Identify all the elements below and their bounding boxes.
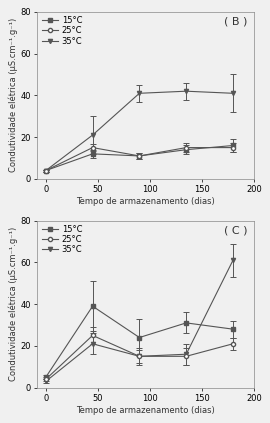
Legend: 15°C, 25°C, 35°C: 15°C, 25°C, 35°C — [40, 14, 84, 47]
Text: ( C ): ( C ) — [224, 225, 247, 236]
Text: ( B ): ( B ) — [224, 17, 247, 27]
X-axis label: Tempo de armazenamento (dias): Tempo de armazenamento (dias) — [76, 197, 215, 206]
Legend: 15°C, 25°C, 35°C: 15°C, 25°C, 35°C — [40, 223, 84, 256]
Y-axis label: Condutividade elétrica (µS.cm⁻¹.g⁻¹): Condutividade elétrica (µS.cm⁻¹.g⁻¹) — [8, 227, 18, 381]
X-axis label: Tempo de armazenamento (dias): Tempo de armazenamento (dias) — [76, 406, 215, 415]
Y-axis label: Condutividade elétrica (µS.cm⁻¹.g⁻¹): Condutividade elétrica (µS.cm⁻¹.g⁻¹) — [8, 18, 18, 173]
